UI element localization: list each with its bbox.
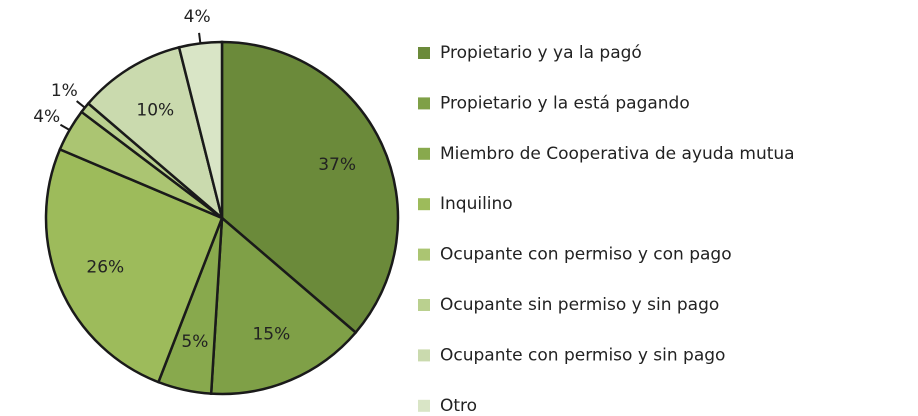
legend-swatch	[418, 299, 430, 311]
pie-slice	[209, 215, 358, 396]
data-label: 15%	[252, 325, 290, 345]
data-label: 4%	[184, 7, 211, 27]
legend-label: Propietario y ya la pagó	[440, 43, 642, 63]
leader-line	[76, 100, 86, 109]
legend-label: Otro	[440, 396, 477, 416]
legend-swatch	[418, 198, 430, 211]
legend-label: Ocupante sin permiso y sin pago	[440, 295, 719, 315]
legend-label: Miembro de Cooperativa de ayuda mutua	[440, 144, 795, 164]
legend-swatch	[418, 349, 430, 362]
legend-label: Ocupante con permiso y sin pago	[440, 345, 725, 365]
data-label: 5%	[181, 332, 208, 352]
legend-swatch	[418, 97, 430, 110]
legend-swatch	[418, 147, 430, 160]
leader-line	[59, 123, 71, 131]
legend-label: Inquilino	[440, 194, 513, 214]
data-label: 37%	[318, 155, 356, 175]
legend-label: Propietario y la está pagando	[440, 93, 690, 113]
pie-slice	[220, 40, 400, 335]
data-label: 1%	[51, 81, 78, 101]
data-label: 4%	[33, 107, 60, 127]
legend-swatch	[418, 47, 430, 59]
legend-swatch	[418, 399, 430, 412]
legend-swatch	[418, 248, 430, 261]
pie-slice	[44, 147, 224, 384]
leader-line	[198, 32, 202, 44]
data-label: 10%	[136, 100, 174, 120]
data-label: 26%	[86, 257, 124, 277]
legend-label: Ocupante con permiso y con pago	[440, 245, 732, 265]
